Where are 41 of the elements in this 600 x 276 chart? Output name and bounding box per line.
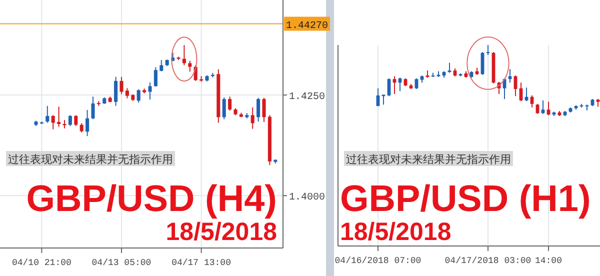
annotation: 过往表现对未来结果并无指示作用 [8,153,173,166]
text: 过往表现对未来结果并无指示作用 [346,153,511,166]
ref-line-label: 1.44270 [286,20,328,32]
candlestick [57,106,61,128]
candlestick [262,97,266,122]
candlestick [120,76,124,95]
text: GBP/USD (H1) [340,178,591,219]
candlestick [250,106,254,130]
x-tick-label: 04/16/2018 07:00 [334,256,422,266]
y-tick-label: 1.4000 [289,192,326,204]
text: 18/5/2018 [166,218,278,246]
candlestick [160,59,164,72]
candlestick [51,114,55,130]
x-tick-label: 14:00 [534,256,562,266]
candlestick [256,97,260,122]
candlestick [86,109,90,137]
text: GBP/USD (H4) [26,178,277,219]
x-tick-label: 04/17/2018 03:00 [444,256,532,266]
candlestick [114,76,118,106]
candlestick [382,94,386,106]
candlestick [228,96,232,112]
candlestick [448,62,452,74]
candlestick [125,88,129,99]
y-tick-label: 1.4250 [289,92,326,104]
candlestick [508,68,512,84]
candlestick [136,88,140,104]
candlestick [188,60,192,72]
text: 18/5/2018 [340,218,452,246]
candlestick [68,114,72,127]
candlestick [74,114,78,127]
candlestick [514,75,518,97]
candlestick [148,82,152,100]
candlestick [46,105,50,124]
candlestick [154,66,158,88]
candlestick [80,122,84,133]
x-tick-label: 04/17 13:00 [172,258,232,268]
candlestick [91,96,95,120]
candlestick [222,96,226,120]
candlestick [414,78,418,90]
x-tick-label: 04/13 05:00 [92,258,152,268]
x-tick-label: 04/10 21:00 [12,258,72,268]
